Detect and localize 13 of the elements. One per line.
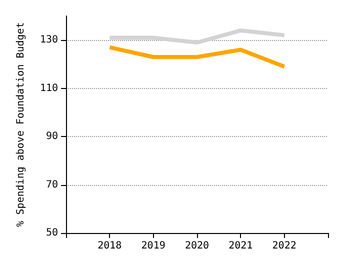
x-tick-label: 2022: [272, 240, 296, 252]
x-tick-label: 2019: [141, 240, 166, 252]
line-series: [108, 28, 286, 45]
y-tick-label: 130: [40, 34, 58, 46]
y-tick-label: 90: [46, 131, 58, 142]
x-tick-label: 2021: [228, 240, 253, 252]
x-tick-label: 2018: [98, 240, 122, 252]
y-tick-label: 110: [40, 82, 58, 94]
x-tick-label: 2020: [184, 240, 210, 252]
y-tick-label: 50: [46, 228, 58, 238]
y-axis-title: % Spending above Foundation Budget: [16, 22, 26, 227]
line-series: [108, 45, 286, 69]
y-tick-label: 70: [46, 179, 58, 190]
